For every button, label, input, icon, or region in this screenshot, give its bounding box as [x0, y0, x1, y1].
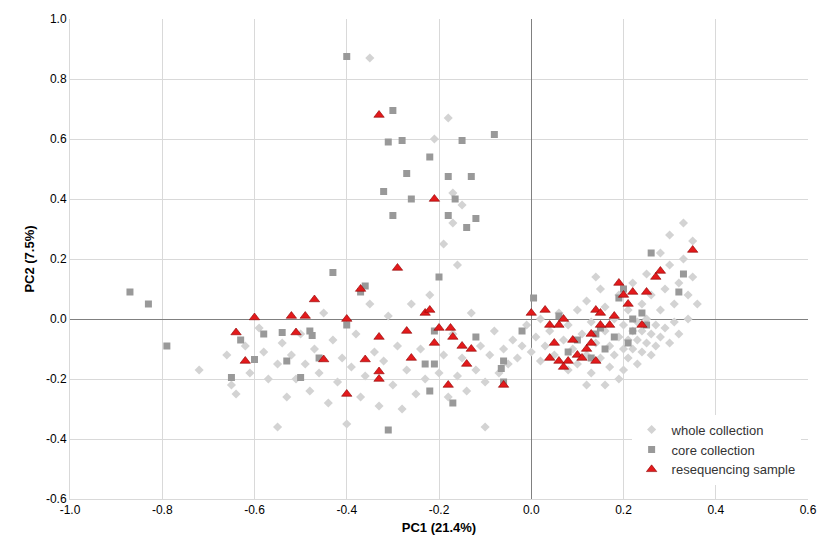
svg-text:-0.6: -0.6	[46, 492, 67, 506]
svg-text:-0.2: -0.2	[429, 503, 450, 517]
svg-text:-0.6: -0.6	[244, 503, 265, 517]
svg-text:whole collection: whole collection	[671, 423, 764, 438]
svg-text:0.6: 0.6	[50, 132, 67, 146]
svg-text:PC2 (7.5%): PC2 (7.5%)	[22, 225, 37, 292]
svg-text:-1.0: -1.0	[60, 503, 81, 517]
svg-text:0.8: 0.8	[50, 72, 67, 86]
svg-text:0.6: 0.6	[800, 503, 817, 517]
svg-text:-0.2: -0.2	[46, 372, 67, 386]
svg-text:-0.4: -0.4	[46, 432, 67, 446]
svg-text:-0.4: -0.4	[336, 503, 357, 517]
svg-text:PC1 (21.4%): PC1 (21.4%)	[402, 520, 476, 535]
svg-text:core collection: core collection	[672, 443, 755, 458]
svg-text:0.2: 0.2	[615, 503, 632, 517]
svg-text:0.0: 0.0	[523, 503, 540, 517]
svg-text:0.4: 0.4	[50, 192, 67, 206]
svg-text:-0.8: -0.8	[152, 503, 173, 517]
svg-text:0.0: 0.0	[50, 312, 67, 326]
svg-text:0.4: 0.4	[707, 503, 724, 517]
svg-text:0.2: 0.2	[50, 252, 67, 266]
svg-text:1.0: 1.0	[50, 12, 67, 26]
svg-text:resequencing sample: resequencing sample	[672, 462, 796, 477]
